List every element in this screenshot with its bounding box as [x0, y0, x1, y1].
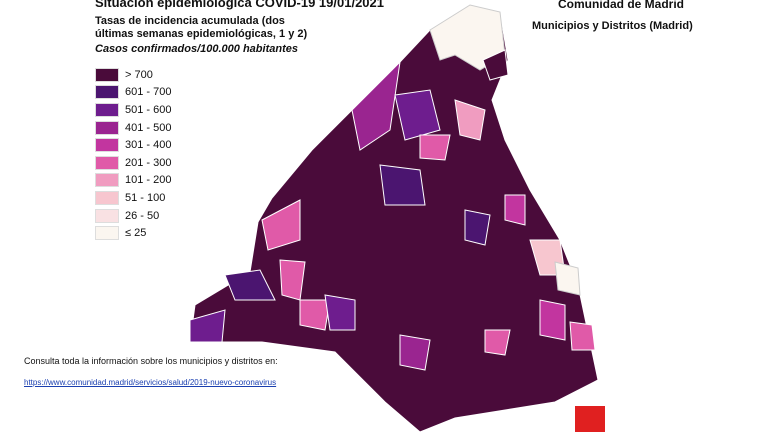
legend-item: 301 - 400 [95, 136, 171, 154]
legend-item: 201 - 300 [95, 154, 171, 172]
legend-label: 401 - 500 [125, 121, 172, 134]
legend-item: ≤ 25 [95, 224, 171, 242]
legend-swatch [95, 120, 119, 135]
district [224, 269, 276, 301]
legend-label: 51 - 100 [125, 191, 166, 204]
footer-url[interactable]: https://www.comunidad.madrid/servicios/s… [24, 378, 277, 387]
district [484, 329, 511, 356]
legend-swatch [95, 85, 119, 100]
legend-label: 501 - 600 [125, 103, 172, 116]
district [554, 261, 581, 296]
district [399, 334, 431, 371]
legend-swatch [95, 155, 119, 170]
legend-label: 26 - 50 [125, 209, 160, 222]
legend-label: 601 - 700 [125, 86, 172, 99]
legend: > 700 601 - 700 501 - 600 401 - 500 301 - 40… [95, 66, 171, 242]
district [569, 321, 596, 351]
district [454, 99, 486, 141]
region-outline [189, 4, 599, 432]
legend-item: 101 - 200 [95, 172, 171, 190]
district [504, 194, 526, 226]
legend-item: 601 - 700 [95, 84, 171, 102]
legend-swatch [95, 67, 119, 82]
district [419, 134, 451, 161]
legend-swatch [95, 138, 119, 153]
district [482, 49, 509, 81]
footer-note: Consulta toda la información sobre los m… [24, 356, 278, 366]
district [464, 209, 491, 246]
legend-label: 201 - 300 [125, 156, 172, 169]
subtitle: Tasas de incidencia acumulada (dos últim… [95, 15, 308, 40]
legend-label: > 700 [125, 68, 153, 81]
scope: Municipios y Distritos (Madrid) [532, 20, 693, 32]
district [351, 60, 401, 151]
legend-item: > 700 [95, 66, 171, 84]
district [394, 89, 441, 141]
district [279, 259, 306, 301]
legend-swatch [95, 226, 119, 241]
legend-swatch [95, 173, 119, 188]
district [539, 299, 566, 341]
district [261, 199, 301, 251]
legend-swatch [95, 102, 119, 117]
legend-swatch [95, 190, 119, 205]
district [299, 299, 331, 331]
legend-swatch [95, 208, 119, 223]
title: Situación epidemiológica COVID-19 19/01/… [95, 0, 384, 10]
district [379, 164, 426, 206]
legend-label: 101 - 200 [125, 174, 172, 187]
legend-label: ≤ 25 [125, 227, 147, 240]
legend-item: 26 - 50 [95, 207, 171, 225]
district [324, 294, 356, 331]
logo [575, 406, 605, 432]
org: Comunidad de Madrid [558, 0, 684, 11]
legend-item: 401 - 500 [95, 119, 171, 137]
unit: Casos confirmados/100.000 habitantes [95, 43, 298, 55]
legend-item: 51 - 100 [95, 189, 171, 207]
district [189, 309, 226, 343]
legend-label: 301 - 400 [125, 139, 172, 152]
legend-item: 501 - 600 [95, 101, 171, 119]
